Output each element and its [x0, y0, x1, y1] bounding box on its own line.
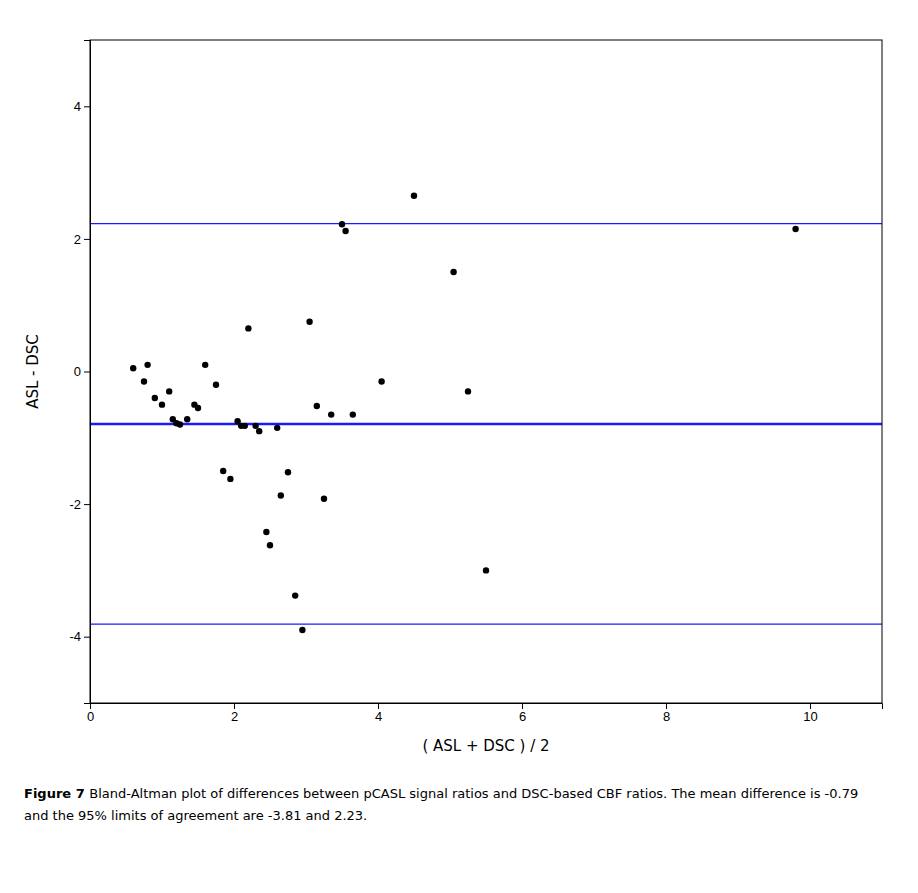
- tick: 2: [74, 232, 90, 247]
- caption-text: and the 95% limits of agreement are -3.8…: [24, 808, 367, 823]
- point: [144, 362, 150, 368]
- point: [378, 378, 384, 384]
- point: [130, 365, 136, 371]
- point: [483, 567, 489, 573]
- tick-label: 8: [663, 709, 670, 724]
- tick-mark: [522, 703, 523, 709]
- point: [321, 496, 327, 502]
- point: [342, 228, 348, 234]
- point: [314, 403, 320, 409]
- tick-label: 2: [231, 709, 238, 724]
- caption-line: Figure 7 Bland-Altman plot of difference…: [24, 786, 858, 801]
- point: [263, 529, 269, 535]
- tick: 6: [519, 703, 526, 724]
- point: [177, 421, 183, 427]
- point: [252, 423, 258, 429]
- point: [184, 416, 190, 422]
- tick-mark: [810, 703, 811, 709]
- caption-text: Bland-Altman plot of differences between…: [89, 786, 858, 801]
- tick-label: 2: [74, 232, 81, 247]
- point: [242, 423, 248, 429]
- point: [166, 388, 172, 394]
- point: [350, 411, 356, 417]
- tick-label: 4: [375, 709, 382, 724]
- point: [411, 193, 417, 199]
- caption-line: and the 95% limits of agreement are -3.8…: [24, 808, 367, 823]
- tick: 0: [87, 703, 94, 724]
- tick-mark: [84, 637, 90, 638]
- tick-mark: [84, 504, 90, 505]
- point: [195, 405, 201, 411]
- plot: 0 2 4 6 8 10 -4 -2 0 2 4 ( ASL + DSC ) / 2 ASL - DSC: [24, 40, 883, 755]
- point: [792, 226, 798, 232]
- plot-frame: [90, 40, 882, 703]
- tick: 10: [803, 703, 817, 724]
- tick: 0: [74, 364, 90, 379]
- axis-line: [84, 41, 91, 704]
- tick-label: -4: [69, 629, 81, 644]
- mean-line: [90, 423, 882, 426]
- chart: 0 2 4 6 8 10 -4 -2 0 2 4 ( ASL + DSC ) / 2 ASL - DSC…: [0, 0, 918, 893]
- tick-label: 6: [519, 709, 526, 724]
- tick-mark: [234, 703, 235, 709]
- y-axis: -4 -2 0 2 4: [69, 41, 90, 704]
- point: [306, 319, 312, 325]
- tick: 2: [231, 703, 238, 724]
- tick: -2: [69, 497, 90, 512]
- point: [339, 221, 345, 227]
- tick: -4: [69, 629, 90, 644]
- x-axis-title: ( ASL + DSC ) / 2: [422, 737, 549, 755]
- tick-label: 10: [803, 709, 817, 724]
- marks: [90, 193, 882, 634]
- tick-mark: [84, 106, 90, 107]
- tick-mark: [378, 703, 379, 709]
- axis-line: [91, 704, 883, 710]
- point: [220, 468, 226, 474]
- point: [227, 476, 233, 482]
- limit-line: [90, 623, 882, 624]
- point: [141, 378, 147, 384]
- x-axis: 0 2 4 6 8 10: [87, 703, 883, 724]
- point: [202, 362, 208, 368]
- tick-label: 0: [74, 364, 81, 379]
- point: [450, 269, 456, 275]
- point: [285, 469, 291, 475]
- tick: 4: [74, 99, 90, 114]
- y-axis-title: ASL - DSC: [24, 334, 42, 409]
- point: [292, 592, 298, 598]
- point: [213, 382, 219, 388]
- point: [159, 401, 165, 407]
- point: [328, 411, 334, 417]
- tick-mark: [84, 239, 90, 240]
- caption-text: Figure 7: [24, 786, 89, 801]
- point: [278, 492, 284, 498]
- tick-mark: [666, 703, 667, 709]
- tick-label: -2: [69, 497, 81, 512]
- limit-line: [90, 223, 882, 224]
- tick: 8: [663, 703, 670, 724]
- tick-label: 4: [74, 99, 81, 114]
- tick-mark: [84, 372, 90, 373]
- point: [267, 542, 273, 548]
- point: [152, 395, 158, 401]
- point: [245, 325, 251, 331]
- caption: Figure 7 Bland-Altman plot of difference…: [24, 786, 858, 823]
- point: [465, 388, 471, 394]
- point: [299, 627, 305, 633]
- tick-label: 0: [87, 709, 94, 724]
- tick: 4: [375, 703, 382, 724]
- point: [274, 425, 280, 431]
- point: [256, 428, 262, 434]
